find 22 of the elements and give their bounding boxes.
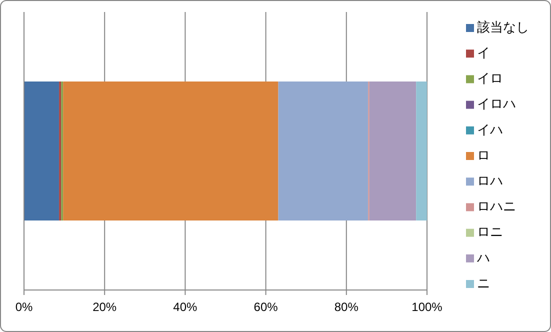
legend-label: 該当なし xyxy=(477,19,529,34)
bar xyxy=(416,82,427,220)
legend-label: ロ xyxy=(477,147,490,162)
legend-label: ニ xyxy=(477,275,490,290)
bar xyxy=(24,82,60,220)
legend-label: ロハ xyxy=(477,173,503,188)
x-tick-label: 20% xyxy=(92,300,117,314)
x-tick-label: 0% xyxy=(15,300,33,314)
legend-label: イロ xyxy=(477,70,503,86)
legend-label: ロハニ xyxy=(477,198,516,214)
legend-label: イロハ xyxy=(477,96,516,112)
legend-label: ロニ xyxy=(477,224,503,240)
legend-label: イハ xyxy=(477,122,503,137)
legend-label: イ xyxy=(477,45,490,60)
x-tick-label: 100% xyxy=(412,300,443,314)
bar xyxy=(278,82,368,220)
x-tick-label: 60% xyxy=(254,300,278,314)
bar xyxy=(369,82,416,220)
x-tick-label: 80% xyxy=(334,300,359,314)
legend-label: ハ xyxy=(476,250,490,265)
x-tick-label: 40% xyxy=(173,300,198,314)
bar xyxy=(63,82,278,220)
